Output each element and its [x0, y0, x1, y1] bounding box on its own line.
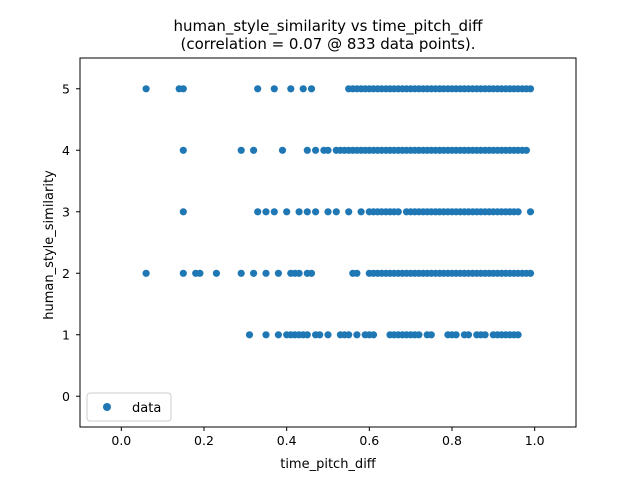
- data-point: [415, 331, 423, 339]
- x-axis-ticks: 0.0 0.2 0.4 0.6 0.8 1.0: [111, 427, 545, 448]
- data-point: [142, 85, 150, 93]
- x-axis-label: time_pitch_diff: [280, 457, 377, 472]
- data-point: [526, 269, 535, 277]
- y-tick-label: 2: [62, 266, 70, 281]
- y-axis-label: human_style_similarity: [42, 170, 57, 320]
- data-point: [262, 269, 270, 277]
- data-point: [179, 208, 187, 216]
- chart-title-line-1: human_style_similarity vs time_pitch_dif…: [174, 17, 484, 36]
- data-point: [345, 208, 353, 216]
- data-point: [481, 331, 489, 339]
- data-point: [345, 331, 353, 339]
- data-point: [262, 208, 270, 216]
- x-tick-label: 0.8: [442, 433, 462, 448]
- x-tick-label: 0.4: [277, 433, 297, 448]
- chart-title-line-2: (correlation = 0.07 @ 833 data points).: [180, 35, 475, 53]
- data-point: [295, 208, 303, 216]
- data-point: [522, 146, 531, 154]
- y-tick-label: 3: [62, 204, 70, 219]
- data-point: [262, 331, 270, 339]
- data-point: [332, 208, 340, 216]
- data-point: [394, 208, 402, 216]
- data-point: [353, 269, 361, 277]
- data-point: [287, 85, 295, 93]
- y-tick-label: 1: [62, 327, 70, 342]
- data-point: [307, 85, 316, 93]
- data-point: [270, 208, 278, 216]
- y-axis-ticks: 0 1 2 3 4 5: [62, 81, 80, 404]
- data-point: [369, 331, 378, 339]
- data-point: [250, 146, 258, 154]
- data-point: [324, 208, 332, 216]
- data-point: [179, 269, 187, 277]
- x-tick-label: 0.2: [194, 433, 214, 448]
- y-tick-label: 5: [62, 81, 70, 96]
- data-point: [212, 269, 220, 277]
- data-point: [316, 331, 324, 339]
- data-point: [514, 331, 522, 339]
- data-point: [464, 331, 473, 339]
- data-point: [526, 85, 535, 93]
- data-point: [274, 269, 282, 277]
- data-point: [514, 208, 522, 216]
- data-point: [295, 269, 303, 277]
- plot-area-frame: [79, 57, 577, 428]
- data-point: [307, 269, 316, 277]
- data-point: [196, 269, 204, 277]
- data-point: [274, 331, 282, 339]
- data-point: [237, 146, 245, 154]
- data-point: [278, 146, 287, 154]
- data-point: [427, 331, 435, 339]
- data-point: [526, 208, 535, 216]
- data-point: [299, 85, 307, 93]
- data-point: [283, 208, 291, 216]
- data-point: [324, 331, 332, 339]
- data-point: [142, 269, 150, 277]
- data-point: [270, 85, 278, 93]
- data-point: [303, 331, 311, 339]
- data-points: [142, 85, 535, 339]
- y-tick-label: 0: [62, 389, 70, 404]
- data-point: [254, 208, 262, 216]
- data-point: [312, 146, 320, 154]
- legend-entry-data: data: [132, 401, 161, 416]
- y-tick-label: 4: [62, 143, 70, 158]
- data-point: [179, 85, 187, 93]
- data-point: [324, 146, 332, 154]
- legend-marker-data: [103, 403, 111, 411]
- data-point: [303, 146, 311, 154]
- x-tick-label: 0.0: [111, 433, 131, 448]
- data-point: [312, 208, 320, 216]
- data-point: [250, 269, 258, 277]
- legend: data: [86, 392, 172, 422]
- data-point: [452, 331, 460, 339]
- x-tick-label: 1.0: [525, 433, 545, 448]
- data-point: [237, 269, 245, 277]
- data-point: [303, 208, 311, 216]
- data-point: [353, 331, 361, 339]
- x-tick-label: 0.6: [359, 433, 379, 448]
- data-point: [254, 85, 262, 93]
- data-point: [245, 331, 254, 339]
- data-point: [357, 208, 365, 216]
- legend-box: [86, 392, 172, 422]
- data-point: [179, 146, 187, 154]
